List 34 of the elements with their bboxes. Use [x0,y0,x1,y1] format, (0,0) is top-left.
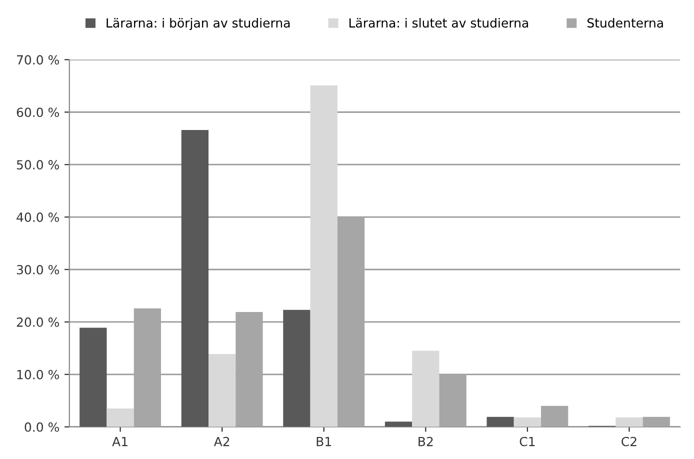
legend-label: Lärarna: i slutet av studierna [349,18,528,28]
x-tick-label: B1 [316,436,331,446]
bar [106,408,134,427]
bar [486,416,514,427]
x-tick-label: A2 [214,436,230,446]
y-tick-label: 60.0 % [16,108,59,118]
y-tick-label: 70.0 % [17,55,59,65]
y-tick-label: 10.0 % [17,370,59,380]
bar [80,328,107,427]
bar [134,308,162,427]
bar [337,217,365,427]
bar [541,406,568,427]
bar [642,416,670,427]
bar [384,422,412,427]
bar [439,374,466,427]
bar [412,350,440,427]
bar [283,310,310,427]
y-tick-label: 20.0 % [16,317,59,327]
y-tick-label: 40.0 % [16,212,59,222]
x-tick-label: C2 [622,436,636,446]
legend-label: Lärarna: i början av studierna [106,18,290,30]
y-tick-label: 50.0 % [16,160,59,170]
x-tick-label: C1 [520,436,535,446]
legend-label: Studenterna [587,18,663,28]
x-tick-label: A1 [112,436,128,446]
bar [208,354,236,427]
x-tick-label: B2 [418,436,433,446]
y-tick-label: 30.0 % [16,264,59,274]
bar [310,85,338,427]
y-tick-label: 0.0 % [24,422,59,432]
bar [616,417,643,427]
bar [181,130,209,427]
bar [236,312,263,427]
bar [514,417,542,427]
